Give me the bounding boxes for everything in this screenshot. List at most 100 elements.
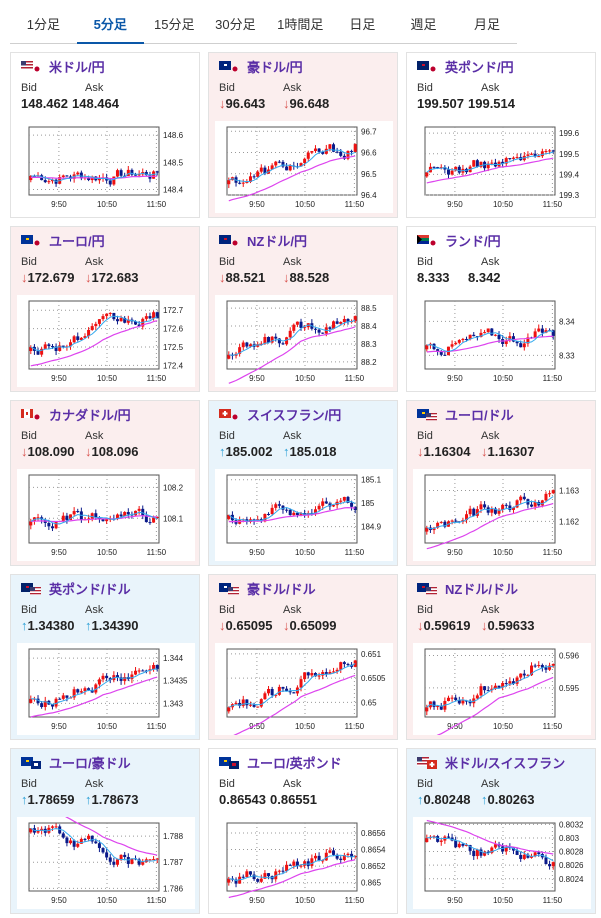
tab-6[interactable]: 週足 [410,17,437,32]
pair-title[interactable]: カナダドル/円 [21,405,131,424]
pair-card[interactable]: NZドル/円 Bid Ask ↓88.521 ↓88.528 88.5 88.4 88.3 88… [208,226,398,392]
tab-5[interactable]: 日足 [349,17,376,32]
pair-title[interactable]: 米ドル/円 [21,57,105,76]
x-tick-label: 10:50 [97,896,118,905]
up-arrow-icon: ↑ [21,792,28,807]
pair-title[interactable]: NZドル/円 [219,231,307,250]
candle-body [155,312,159,319]
tab-3[interactable]: 30分足 [215,17,256,32]
short-moving-average-line [30,827,158,863]
candle-body [72,336,76,343]
pair-title[interactable]: ユーロ/豪ドル [21,753,131,772]
x-tick-label: 10:50 [493,548,514,557]
ask-value: ↑0.80263 [481,792,535,807]
pair-card[interactable]: スイスフラン/円 Bid Ask ↑185.002 ↑185.018 185.1 185 18… [208,400,398,566]
candle-body [310,673,314,676]
price-chart[interactable]: 148.6 148.5 148.4 9:50 10:50 11:50 [17,121,195,213]
candle-body [537,665,541,667]
candle-body [504,340,508,344]
pair-card[interactable]: 米ドル/スイスフラン Bid Ask ↑0.80248 ↑0.80263 0.8032 0.… [406,748,596,914]
candle-body [454,166,458,171]
pair-card[interactable]: 英ポンド/円 Bid Ask 199.507 199.514 199.6 199.5 199.… [406,52,596,218]
price-chart[interactable]: 1.344 1.3435 1.343 9:50 10:50 11:50 [17,643,195,735]
pair-title[interactable]: 英ポンド/ドル [21,579,131,598]
candle-body [274,694,278,696]
y-tick-label: 88.2 [361,358,377,367]
candle-body [248,871,252,875]
pair-title[interactable]: NZドル/ドル [417,579,518,598]
candle-body [353,506,357,510]
candle-body [152,517,156,523]
candle-body [425,707,429,712]
pair-title[interactable]: 米ドル/スイスフラン [417,753,565,772]
y-tick-label: 96.6 [361,149,377,158]
candle-body [436,349,440,352]
pair-title[interactable]: ユーロ/ドル [417,405,514,424]
pair-title[interactable]: スイスフラン/円 [219,405,341,424]
pair-card[interactable]: 豪ドル/ドル Bid Ask ↓0.65095 ↓0.65099 0.651 0.6505 0… [208,574,398,740]
eu-us-flag-icon [417,408,437,421]
candle-body [108,857,112,862]
candle-body [58,698,62,700]
bid-label: Bid [21,604,37,616]
tab-7[interactable]: 月足 [473,17,500,32]
candle-body [533,852,537,857]
pair-title[interactable]: 豪ドル/ドル [219,579,316,598]
candle-body [544,667,548,670]
price-chart[interactable]: 108.2 108.1 9:50 10:50 11:50 [17,469,195,561]
pair-title[interactable]: 豪ドル/円 [219,57,303,76]
up-arrow-icon: ↑ [219,444,226,459]
ask-value: ↓1.16307 [481,444,535,459]
candle-body [479,332,483,337]
candle-body [270,507,274,515]
nz-us-flag-icon [417,582,437,595]
down-arrow-icon: ↓ [283,270,290,285]
bid-label: Bid [219,430,235,442]
price-chart[interactable]: 185.1 185 184.9 9:50 10:50 11:50 [215,469,393,561]
price-chart[interactable]: 172.7 172.6 172.5 172.4 9:50 10:50 11:50 [17,295,195,387]
candle-body [263,693,267,700]
price-chart[interactable]: 8.34 8.33 9:50 10:50 11:50 [413,295,591,387]
candle-body [87,177,91,181]
pair-title[interactable]: 英ポンド/円 [417,57,514,76]
pair-card[interactable]: 米ドル/円 Bid Ask 148.462 148.464 148.6 148.5 148.4… [10,52,200,218]
pair-title[interactable]: ユーロ/英ポンド [219,753,342,772]
price-chart[interactable]: 0.596 0.595 9:50 10:50 11:50 [413,643,591,735]
ask-label: Ask [85,430,104,442]
pair-card[interactable]: ユーロ/円 Bid Ask ↓172.679 ↓172.683 172.7 172.6 172… [10,226,200,392]
tab-4[interactable]: 1時間足 [277,17,324,32]
candle-body [342,319,346,322]
price-chart[interactable]: 96.7 96.6 96.5 96.4 9:50 10:50 11:50 [215,121,393,213]
price-chart[interactable]: 1.163 1.162 9:50 10:50 11:50 [413,469,591,561]
pair-card[interactable]: ユーロ/ドル Bid Ask ↓1.16304 ↓1.16307 1.163 1.162 9:… [406,400,596,566]
ask-label: Ask [283,778,302,790]
candle-body [530,665,534,676]
candle-body [141,862,145,865]
pair-card[interactable]: NZドル/ドル Bid Ask ↓0.59619 ↓0.59633 0.596 0.595 9… [406,574,596,740]
pair-title[interactable]: ランド/円 [417,231,501,250]
pair-name: 豪ドル/ドル [247,582,316,597]
tab-1[interactable]: 5分足 [76,0,144,44]
candle-body [551,150,555,152]
pair-card[interactable]: 英ポンド/ドル Bid Ask ↑1.34380 ↑1.34390 1.344 1.3435… [10,574,200,740]
price-chart[interactable]: 0.8032 0.803 0.8028 0.8026 0.8024 9:50 10:50 11… [413,817,591,909]
pair-title[interactable]: ユーロ/円 [21,231,105,250]
candle-body [468,508,472,515]
candle-body [94,323,98,327]
candle-body [519,343,523,348]
price-chart[interactable]: 0.8656 0.8654 0.8652 0.865 9:50 10:50 11:50 [215,817,393,909]
plot-frame [28,474,160,544]
pair-card[interactable]: ユーロ/英ポンド Bid Ask 0.86543 0.86551 0.8656 0.8654… [208,748,398,914]
price-chart[interactable]: 199.6 199.5 199.4 199.3 9:50 10:50 11:50 [413,121,591,213]
tab-0[interactable]: 1分足 [26,17,61,32]
pair-card[interactable]: ランド/円 Bid Ask 8.333 8.342 8.34 8.33 9:50 10:50 11… [406,226,596,392]
candle-body [295,512,299,515]
price-chart[interactable]: 1.788 1.787 1.786 9:50 10:50 11:50 [17,817,195,909]
tab-2[interactable]: 15分足 [154,17,195,32]
candle-body [79,838,83,844]
price-chart[interactable]: 88.5 88.4 88.3 88.2 9:50 10:50 11:50 [215,295,393,387]
price-chart[interactable]: 0.651 0.6505 0.65 9:50 10:50 11:50 [215,643,393,735]
pair-card[interactable]: ユーロ/豪ドル Bid Ask ↑1.78659 ↑1.78673 1.788 1.787 1… [10,748,200,914]
pair-card[interactable]: 豪ドル/円 Bid Ask ↓96.643 ↓96.648 96.7 96.6 96.5 96.… [208,52,398,218]
pair-card[interactable]: カナダドル/円 Bid Ask ↓108.090 ↓108.096 108.2 108.1 9… [10,400,200,566]
